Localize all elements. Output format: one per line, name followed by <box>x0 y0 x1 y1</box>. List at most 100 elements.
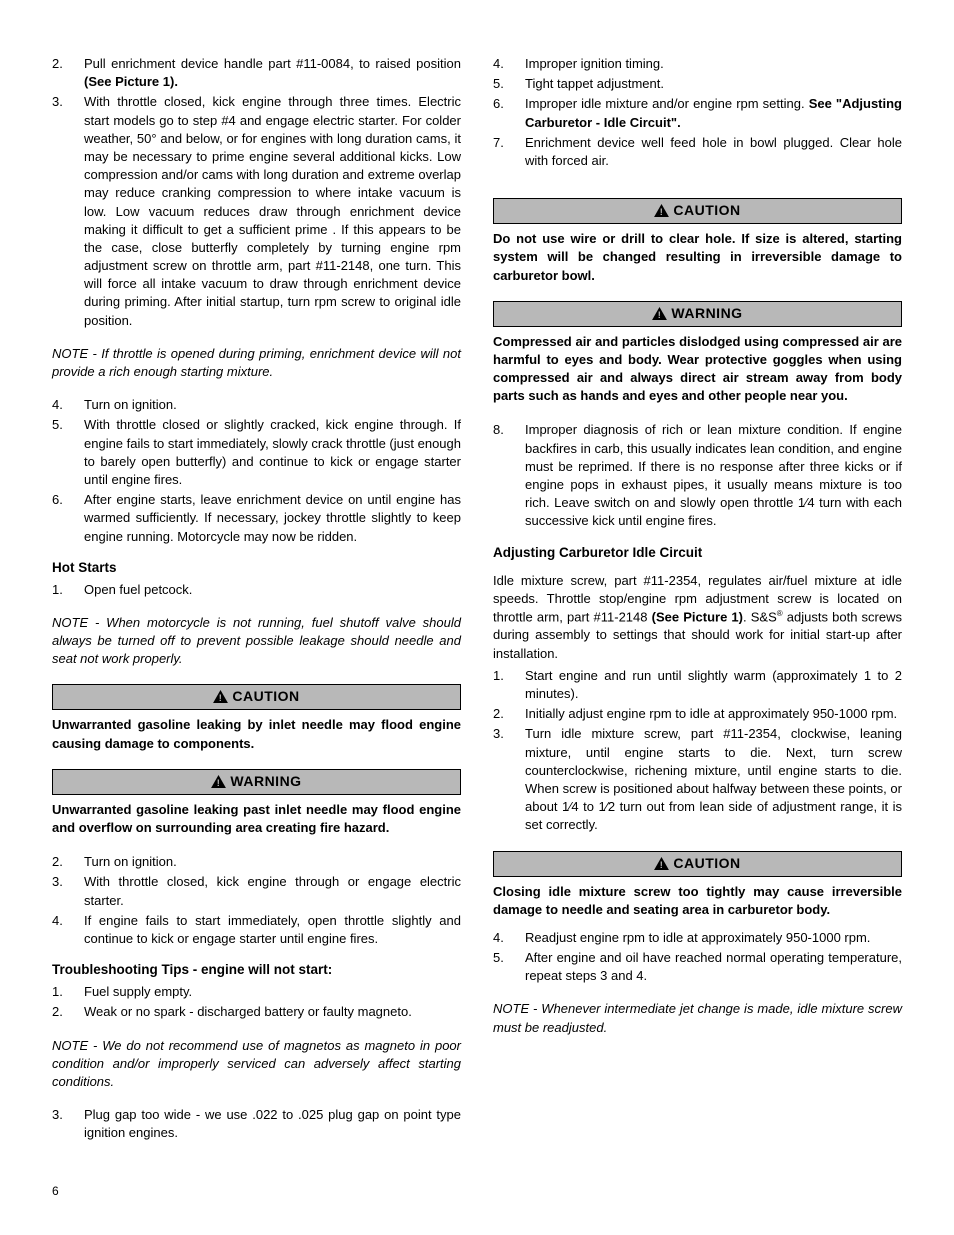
list-item-text: Turn on ignition. <box>84 853 461 871</box>
list-item-number: 2. <box>52 853 84 871</box>
hot-starts-list-a: 1.Open fuel petcock. <box>52 581 461 599</box>
troubleshooting-list-a: 1.Fuel supply empty. 2.Weak or no spark -… <box>52 983 461 1021</box>
list-item-text: Improper idle mixture and/or engine rpm … <box>525 95 902 131</box>
list-item-number: 3. <box>493 725 525 834</box>
page-number: 6 <box>52 1184 902 1198</box>
note-intermediate-jet: NOTE - Whenever intermediate jet change … <box>493 1000 902 1036</box>
list-item: 1.Fuel supply empty. <box>52 983 461 1001</box>
list-item: 3.With throttle closed, kick engine thro… <box>52 93 461 329</box>
warning-icon: ! <box>654 204 669 220</box>
list-item-text: Open fuel petcock. <box>84 581 461 599</box>
warning-icon: ! <box>211 775 226 791</box>
cold-start-list-b: 4.Turn on ignition.5.With throttle close… <box>52 396 461 546</box>
list-item-text: After engine starts, leave enrichment de… <box>84 491 461 546</box>
adjust-idle-para: Idle mixture screw, part #11-2354, regul… <box>493 572 902 663</box>
svg-text:!: ! <box>217 778 221 788</box>
warning-box: ! WARNING <box>493 301 902 327</box>
list-item-number: 4. <box>52 396 84 414</box>
list-item-number: 3. <box>52 873 84 909</box>
list-item: 3.Turn idle mixture screw, part #11-2354… <box>493 725 902 834</box>
list-item: 7.Enrichment device well feed hole in bo… <box>493 134 902 170</box>
warning-icon: ! <box>652 307 667 323</box>
list-item-text: With throttle closed, kick engine throug… <box>84 93 461 329</box>
caution-box: ! CAUTION <box>493 198 902 224</box>
caution-text: Do not use wire or drill to clear hole. … <box>493 230 902 285</box>
list-item-number: 5. <box>493 949 525 985</box>
list-item-number: 5. <box>52 416 84 489</box>
svg-text:!: ! <box>219 694 223 704</box>
left-column: 2. Pull enrichment device handle part #11… <box>52 55 461 1144</box>
list-item-text: With throttle closed, kick engine throug… <box>84 873 461 909</box>
caution-text: Closing idle mixture screw too tightly m… <box>493 883 902 919</box>
list-item: 2.Weak or no spark - discharged battery … <box>52 1003 461 1021</box>
list-item-text: After engine and oil have reached normal… <box>525 949 902 985</box>
list-item: 2.Turn on ignition. <box>52 853 461 871</box>
list-item: 2.Initially adjust engine rpm to idle at… <box>493 705 902 723</box>
list-item-text: Plug gap too wide - we use .022 to .025 … <box>84 1106 461 1142</box>
hot-starts-heading: Hot Starts <box>52 560 461 575</box>
list-item: 4.Turn on ignition. <box>52 396 461 414</box>
list-item-text: Fuel supply empty. <box>84 983 461 1001</box>
warning-icon: ! <box>213 690 228 706</box>
list-item-number: 7. <box>493 134 525 170</box>
adjust-idle-heading: Adjusting Carburetor Idle Circuit <box>493 545 902 560</box>
warning-text: Unwarranted gasoline leaking past inlet … <box>52 801 461 837</box>
list-item-number: 3. <box>52 93 84 329</box>
svg-text:!: ! <box>660 860 664 870</box>
list-item-text: Start engine and run until slightly warm… <box>525 667 902 703</box>
list-item-number: 8. <box>493 421 525 530</box>
list-item-text: Readjust engine rpm to idle at approxima… <box>525 929 902 947</box>
troubleshooting-heading: Troubleshooting Tips - engine will not s… <box>52 962 461 977</box>
list-item: 4.Readjust engine rpm to idle at approxi… <box>493 929 902 947</box>
caution-box: !CAUTION <box>52 684 461 710</box>
list-item-number: 2. <box>493 705 525 723</box>
adjust-idle-list-a: 1.Start engine and run until slightly wa… <box>493 667 902 835</box>
list-item: 5.After engine and oil have reached norm… <box>493 949 902 985</box>
adjust-idle-list-b: 4.Readjust engine rpm to idle at approxi… <box>493 929 902 986</box>
list-item: 3.Plug gap too wide - we use .022 to .02… <box>52 1106 461 1142</box>
list-item-number: 4. <box>493 55 525 73</box>
troubleshooting-list-d: 8.Improper diagnosis of rich or lean mix… <box>493 421 902 530</box>
warning-box: ! WARNING <box>52 769 461 795</box>
hot-starts-list-b: 2.Turn on ignition.3.With throttle close… <box>52 853 461 948</box>
svg-text:!: ! <box>658 310 662 320</box>
warning-icon: ! <box>654 857 669 873</box>
list-item-text: Turn on ignition. <box>84 396 461 414</box>
troubleshooting-list-b: 3.Plug gap too wide - we use .022 to .02… <box>52 1106 461 1142</box>
list-item-number: 6. <box>52 491 84 546</box>
warning-text: Compressed air and particles dislodged u… <box>493 333 902 406</box>
list-item-number: 4. <box>493 929 525 947</box>
warning-label: WARNING <box>230 773 301 789</box>
list-item-text: With throttle closed or slightly cracked… <box>84 416 461 489</box>
list-item: 6.Improper idle mixture and/or engine rp… <box>493 95 902 131</box>
list-item-text: Initially adjust engine rpm to idle at a… <box>525 705 902 723</box>
list-item: 4.Improper ignition timing. <box>493 55 902 73</box>
list-item: 2.Pull enrichment device handle part #11… <box>52 55 461 91</box>
list-item-text: Tight tappet adjustment. <box>525 75 902 93</box>
list-item: 6.After engine starts, leave enrichment … <box>52 491 461 546</box>
note-fuel-shutoff: NOTE - When motorcycle is not running, f… <box>52 614 461 669</box>
list-item-text: Improper diagnosis of rich or lean mixtu… <box>525 421 902 530</box>
list-item-number: 1. <box>52 983 84 1001</box>
right-column: 4.Improper ignition timing.5.Tight tappe… <box>493 55 902 1144</box>
list-item-number: 6. <box>493 95 525 131</box>
list-item-text: Improper ignition timing. <box>525 55 902 73</box>
list-item: 4.If engine fails to start immediately, … <box>52 912 461 948</box>
list-item-text: If engine fails to start immediately, op… <box>84 912 461 948</box>
caution-label: CAUTION <box>673 855 740 871</box>
list-item-text: Weak or no spark - discharged battery or… <box>84 1003 461 1021</box>
list-item-number: 3. <box>52 1106 84 1142</box>
list-item: 5.Tight tappet adjustment. <box>493 75 902 93</box>
note-magneto: NOTE - We do not recommend use of magnet… <box>52 1037 461 1092</box>
caution-text: Unwarranted gasoline leaking by inlet ne… <box>52 716 461 752</box>
list-item: 5.With throttle closed or slightly crack… <box>52 416 461 489</box>
list-item-text: Turn idle mixture screw, part #11-2354, … <box>525 725 902 834</box>
list-item: 1.Open fuel petcock. <box>52 581 461 599</box>
page-columns: 2. Pull enrichment device handle part #11… <box>52 55 902 1144</box>
list-item-number: 4. <box>52 912 84 948</box>
troubleshooting-list-c: 4.Improper ignition timing. 5.Tight tappe… <box>493 55 902 170</box>
caution-label: CAUTION <box>673 202 740 218</box>
svg-text:!: ! <box>660 207 664 217</box>
list-item-text: Pull enrichment device handle part #11-0… <box>84 55 461 91</box>
warning-label: WARNING <box>671 305 742 321</box>
